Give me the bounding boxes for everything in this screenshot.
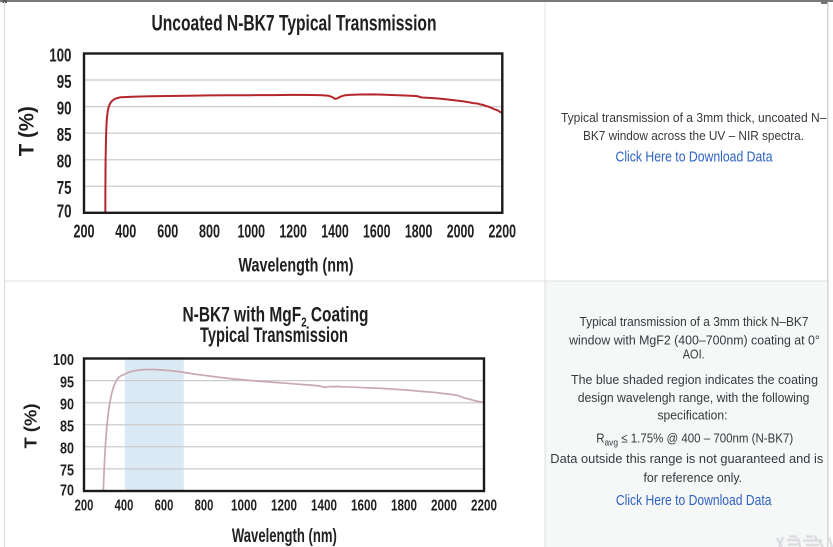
svg-text:1800: 1800	[391, 497, 417, 514]
svg-text:80: 80	[57, 151, 72, 172]
svg-text:85: 85	[57, 124, 72, 145]
svg-text:Data outside this range is not: Data outside this range is not guarantee…	[550, 451, 823, 466]
svg-text:The blue shaded region indicat: The blue shaded region indicates the coa…	[571, 372, 818, 387]
svg-text:90: 90	[57, 97, 72, 118]
svg-text:N-BK7 with MgF2 Coating: N-BK7 with MgF2 Coating	[183, 303, 369, 329]
svg-text:2200: 2200	[489, 221, 517, 242]
svg-text:design wavelengh range, with t: design wavelengh range, with the followi…	[578, 390, 810, 405]
svg-text:Typical transmission of a 3mm: Typical transmission of a 3mm thick, unc…	[561, 110, 827, 125]
svg-text:1400: 1400	[321, 221, 349, 242]
svg-text:Typical transmission of a 3mm: Typical transmission of a 3mm thick N–BK…	[580, 314, 809, 329]
svg-text:Uncoated N-BK7 Typical Transmi: Uncoated N-BK7 Typical Transmission	[152, 11, 437, 36]
svg-text:800: 800	[199, 221, 220, 242]
svg-text:70: 70	[57, 201, 72, 222]
svg-text:1400: 1400	[311, 497, 337, 514]
svg-text:Wavelength (nm): Wavelength (nm)	[239, 255, 354, 277]
svg-text:1200: 1200	[271, 497, 297, 514]
svg-text:95: 95	[60, 374, 74, 391]
svg-text:window with MgF2 (400–700nm) c: window with MgF2 (400–700nm) coating at …	[568, 332, 820, 347]
svg-text:1200: 1200	[279, 221, 307, 242]
svg-text:1000: 1000	[231, 497, 257, 514]
svg-text:200: 200	[75, 497, 94, 514]
svg-text:specification:: specification:	[658, 408, 728, 423]
svg-text:800: 800	[195, 497, 214, 514]
svg-text:Wavelength (nm): Wavelength (nm)	[232, 525, 337, 547]
svg-text:100: 100	[49, 44, 71, 65]
svg-text:1800: 1800	[405, 221, 433, 242]
svg-text:100: 100	[53, 352, 74, 369]
svg-text:85: 85	[60, 419, 74, 436]
svg-text:T (%): T (%)	[15, 106, 38, 156]
svg-text:1000: 1000	[238, 221, 266, 242]
svg-text:75: 75	[60, 463, 74, 480]
svg-text:400: 400	[115, 497, 134, 514]
svg-text:Click Here to Download Data: Click Here to Download Data	[616, 493, 772, 509]
svg-text:Ravg ≤ 1.75% @ 400 – 700nm (N-: Ravg ≤ 1.75% @ 400 – 700nm (N-BK7)	[596, 431, 793, 449]
svg-text:600: 600	[157, 221, 178, 242]
svg-text:80: 80	[60, 441, 74, 458]
svg-text:BK7 window across the UV – NIR: BK7 window across the UV – NIR spectra.	[583, 128, 804, 143]
svg-text:1600: 1600	[363, 221, 391, 242]
svg-text:70: 70	[60, 482, 74, 499]
svg-text:1600: 1600	[351, 497, 377, 514]
svg-text:75: 75	[57, 177, 72, 198]
svg-text:2000: 2000	[431, 497, 457, 514]
svg-text:T (%): T (%)	[20, 404, 40, 449]
svg-text:2200: 2200	[471, 497, 497, 514]
svg-text:for reference only.: for reference only.	[644, 470, 743, 485]
svg-text:AOI.: AOI.	[683, 347, 705, 362]
svg-text:600: 600	[155, 497, 174, 514]
svg-text:Click Here to Download Data: Click Here to Download Data	[616, 150, 774, 166]
svg-text:95: 95	[57, 71, 72, 92]
svg-text:Typical Transmission: Typical Transmission	[200, 324, 348, 347]
svg-text:2000: 2000	[447, 221, 475, 242]
svg-text:90: 90	[60, 396, 74, 413]
svg-text:400: 400	[115, 221, 136, 242]
svg-text:200: 200	[74, 221, 95, 242]
